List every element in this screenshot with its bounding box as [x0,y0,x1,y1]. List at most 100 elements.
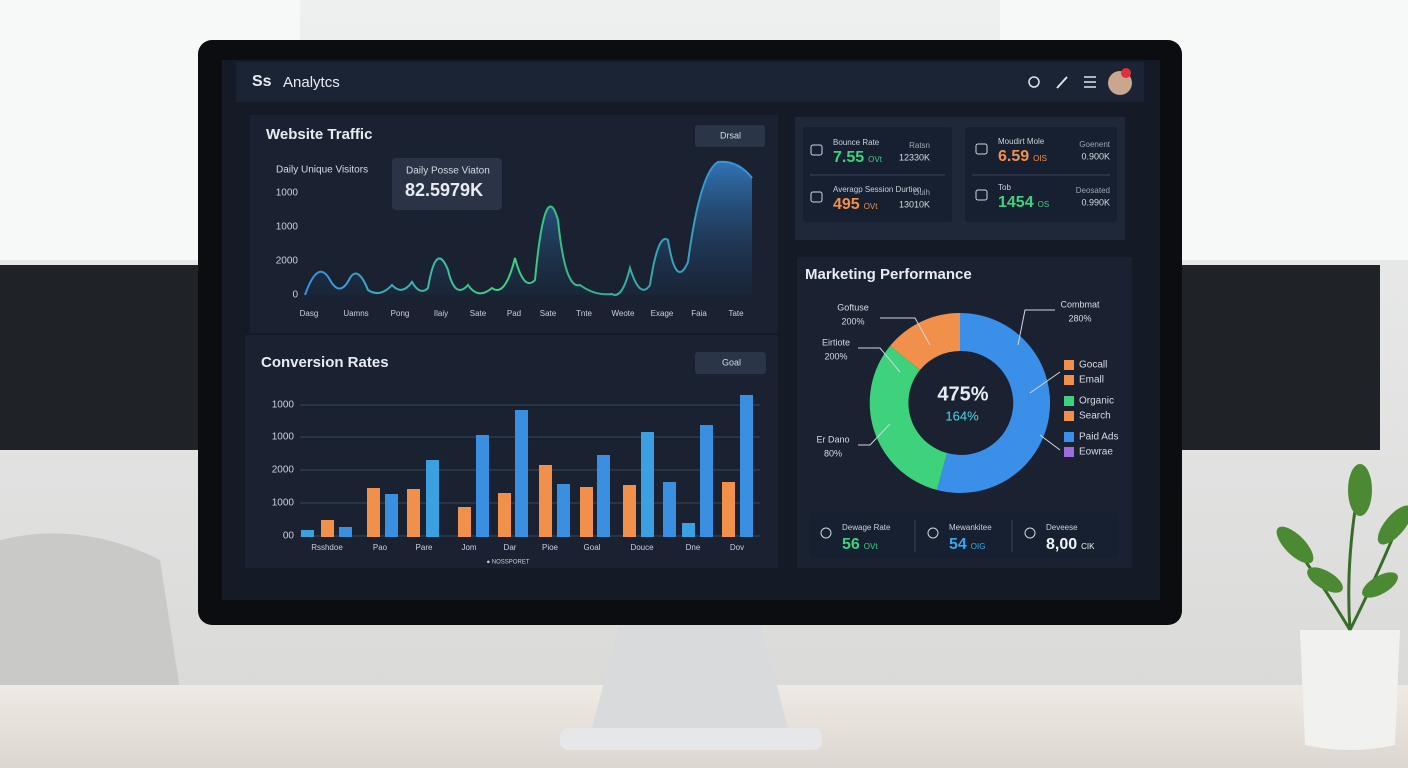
bar [740,395,753,537]
kpi-unit: OVt [868,155,883,164]
stat-label: Dewage Rate [842,523,891,532]
kpi-side-value: 13010K [899,199,930,209]
y-tick-label: 2000 [276,256,299,267]
callout-value: 280% [1068,313,1091,323]
y-tick-label: 1000 [276,222,299,233]
legend-label: Paid Ads [1079,432,1118,443]
chair [0,533,180,690]
bar [539,465,552,537]
panel-title: Website Traffic [266,126,372,143]
kpi-side-value: 0.990K [1081,197,1110,207]
dropdown[interactable] [695,125,765,147]
callout-lines [858,309,1061,451]
bar [663,482,676,537]
stat-unit: OIG [971,542,986,551]
bar [515,410,528,537]
tooltip [392,158,502,210]
bar [407,489,420,537]
back-monitor [0,265,210,450]
x-tick-label: Dar [504,543,517,552]
donut-center-value: 475% [937,383,988,405]
donut-segment [937,313,1051,493]
kpi-side-label: Ratsn [909,141,930,150]
stat-unit: OVt [864,542,879,551]
donut-segment [890,312,960,370]
x-tick-label: Douce [630,543,654,552]
bar [580,487,593,537]
x-tick-label: Exage [651,309,674,318]
x-tick-label: Tnte [576,309,593,318]
callout-value: 200% [824,351,847,361]
monitor-stand [590,622,790,735]
panel-title: Conversion Rates [261,354,389,371]
x-tick-label: Pao [373,543,388,552]
x-tick-label: Sate [540,309,557,318]
bar [385,494,398,537]
traffic-panel [250,115,778,333]
legend-swatch [1064,447,1074,457]
edit-icon[interactable] [1056,76,1068,89]
y-tick-label: 00 [283,531,295,542]
x-tick-label: Sate [470,309,487,318]
kpi-unit: OVt [864,202,879,211]
callout-label: Goftuse [837,302,869,312]
bar [557,484,570,537]
bar [339,527,352,537]
kpi-side-value: 12330K [899,152,930,162]
stats-strip [810,513,1118,558]
x-tick-label: Dne [686,543,701,552]
menu-icon[interactable] [1084,76,1096,88]
kpi-unit: OIS [1033,154,1047,163]
pot [1300,630,1400,750]
callout-label: Combmat [1060,299,1100,309]
header [236,62,1144,102]
kpi-label: Bounce Rate [833,138,880,147]
stat-label: Mewankitee [949,523,992,532]
notification-badge [1121,68,1131,78]
bar [321,520,334,537]
dropdown-label: Goal [722,357,741,367]
kpi-value: 1454 [998,194,1034,211]
legend-label: Eowrae [1079,447,1113,458]
kpi-label: Tob [998,183,1011,192]
logo: Ss [252,73,272,90]
y-tick-label: 1000 [272,498,295,509]
traffic-area [305,161,752,295]
tooltip-value: 82.5979K [405,180,483,200]
x-tick-label: Ilaiy [434,309,448,318]
bar [498,493,511,537]
kpi-label: Moudirt Mole [998,137,1045,146]
x-tick-label: Uamns [343,309,368,318]
dropdown-label: Drsal [720,130,741,140]
bar [722,482,735,537]
x-tick-label: Jom [461,543,476,552]
bar [426,460,439,537]
kpi-icon [810,191,823,203]
bar [301,530,314,537]
bar [682,523,695,537]
x-tick-label: Faia [691,309,707,318]
search-icon[interactable] [1028,76,1040,88]
stat-value: 54 [949,536,967,553]
kpi-side-label: Ouih [913,188,930,197]
x-tick-label: Pioe [542,543,559,552]
legend-swatch [1064,396,1074,406]
callout-label: Eirtiote [822,337,850,347]
legend-swatch [1064,432,1074,442]
x-tick-label: Pare [416,543,433,552]
legend-swatch [1064,375,1074,385]
kpi-icon [975,189,988,201]
legend-swatch [1064,411,1074,421]
stat-icon [820,527,832,539]
stat-value: 8,00 [1046,536,1077,553]
donut-segment [869,346,947,490]
kpi-icon [975,143,988,155]
monitor-base [560,728,822,750]
y-tick-label: 1000 [272,432,295,443]
legend-label: Organic [1079,396,1114,407]
bar [458,507,471,537]
kpi-unit: OS [1038,200,1050,209]
dropdown[interactable] [695,352,766,374]
bar [700,425,713,537]
